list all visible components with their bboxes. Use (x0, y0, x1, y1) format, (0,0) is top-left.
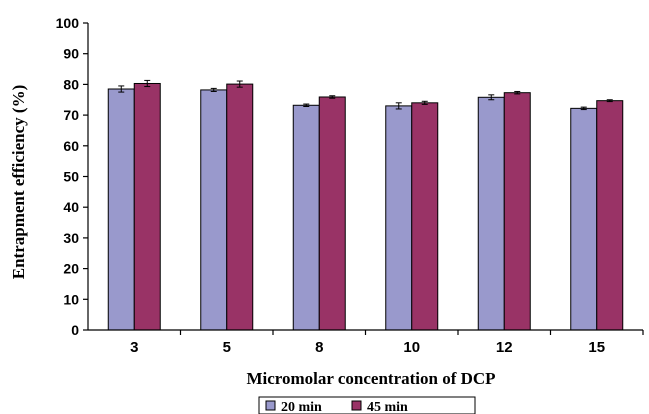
y-tick-label: 0 (71, 322, 79, 338)
legend-swatch (351, 400, 362, 411)
y-tick-label: 100 (56, 15, 80, 31)
legend-label: 20 min (281, 400, 322, 414)
y-tick-label: 90 (63, 46, 79, 62)
x-tick-label: 15 (588, 339, 605, 356)
y-tick-label: 10 (63, 291, 79, 307)
bar-45-min-15 (596, 100, 624, 331)
x-tick-label: 10 (403, 339, 420, 356)
y-tick-label: 30 (63, 230, 79, 246)
bar-45-min-12 (503, 92, 531, 331)
y-tick-label: 50 (63, 169, 79, 185)
bar-20-min-15 (570, 107, 598, 331)
bar-20-min-12 (477, 96, 505, 331)
y-tick-label: 60 (63, 138, 79, 154)
bar-45-min-3 (133, 82, 161, 331)
x-axis-title: Micromolar concentration of DCP (246, 369, 495, 388)
x-tick-label: 5 (223, 339, 231, 356)
bar-20-min-5 (200, 89, 228, 331)
legend-label: 45 min (367, 400, 408, 414)
x-tick-label: 3 (130, 339, 138, 356)
bar-20-min-8 (292, 104, 320, 331)
bar-45-min-5 (226, 83, 254, 331)
bar-45-min-8 (318, 96, 346, 331)
bars (107, 79, 624, 331)
y-tick-label: 70 (63, 107, 79, 123)
legend-swatch (265, 400, 276, 411)
y-axis-ticks: 0 10 20 30 40 50 60 70 80 90 100 (56, 15, 88, 338)
x-tick-label: 8 (315, 339, 323, 356)
bar-20-min-10 (385, 105, 413, 331)
bar-45-min-10 (411, 102, 439, 331)
y-tick-label: 40 (63, 199, 79, 215)
bar-20-min-3 (107, 88, 135, 331)
x-axis-ticks: 3 5 8 10 12 15 (130, 330, 644, 356)
legend-box (258, 396, 476, 414)
x-tick-label: 12 (496, 339, 513, 356)
y-tick-label: 20 (63, 261, 79, 277)
y-axis-title: Entrapment efficiency (%) (9, 85, 28, 280)
y-tick-label: 80 (63, 76, 79, 92)
legend: 20 min 45 min (258, 396, 476, 414)
